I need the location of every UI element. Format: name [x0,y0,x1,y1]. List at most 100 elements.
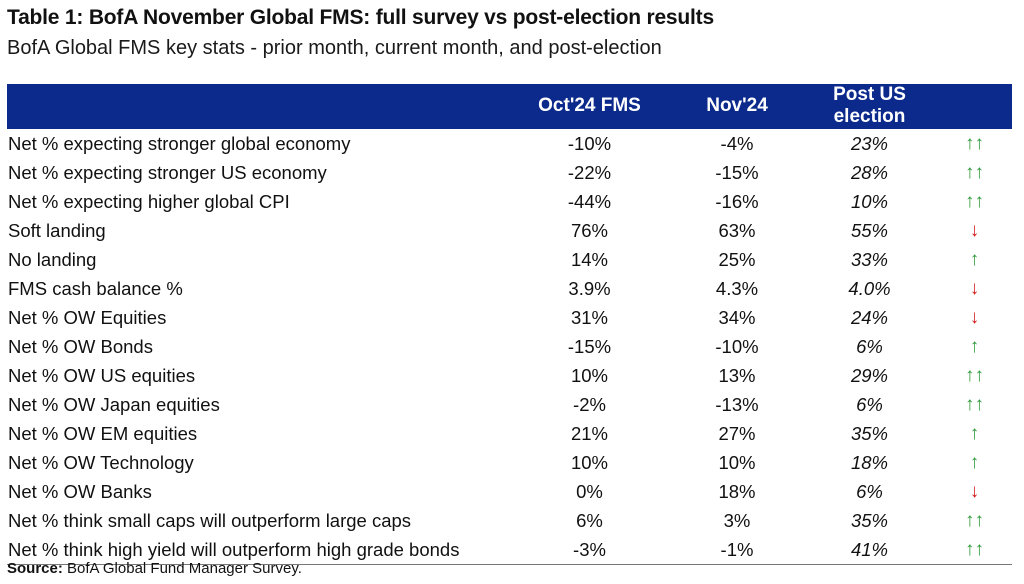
row-label: Net % OW Equities [8,306,167,328]
oct-fms-value: 21% [570,422,609,444]
row-label: FMS cash balance % [8,277,183,299]
header-arrow [937,84,1012,129]
row-label: Net % think high yield will outperform h… [7,535,507,565]
post-election-value: 23% [850,132,889,154]
source-label: Source: [7,560,63,577]
arrow-up-icon: ↑ [969,335,980,357]
post-election-value: 33% [850,248,889,270]
post-election-value: 4.0% [848,277,891,299]
table-row: Net % OW Banks 0% 18% 6% ↓ [7,477,1012,506]
source-text: BofA Global Fund Manager Survey. [67,560,302,577]
nov-value: -16% [715,190,759,212]
double-arrow-up-icon: ↑↑ [965,509,984,531]
post-election-value: 35% [850,422,889,444]
double-arrow-up-icon: ↑↑ [965,161,984,183]
row-label: No landing [8,248,97,270]
oct-fms-value: -44% [567,190,612,212]
nov-value: 63% [718,219,756,241]
row-label: Net % expecting stronger US economy [8,161,327,183]
nov-value: -1% [672,535,802,565]
post-election-value: 29% [850,364,889,386]
nov-value: 13% [718,364,756,386]
nov-value: -15% [715,161,759,183]
table-row: Net % OW Japan equities -2% -13% 6% ↑↑ [7,390,1012,419]
table-header-row: Oct'24 FMS Nov'24 Post US election [7,84,1012,129]
table-row: Soft landing 76% 63% 55% ↓ [7,216,1012,245]
row-label: Net % expecting stronger global economy [8,132,351,154]
table-row: Net % OW Equities 31% 34% 24% ↓ [7,303,1012,332]
table-body: Net % expecting stronger global economy -… [7,129,1012,565]
source-note: Source: BofA Global Fund Manager Survey. [7,560,302,577]
header-post-election: Post US election [802,84,937,129]
oct-fms-value: 3.9% [568,277,611,299]
nov-value: 25% [718,248,756,270]
table-row: Net % OW Bonds -15% -10% 6% ↑ [7,332,1012,361]
double-arrow-up-icon: ↑↑ [937,535,1012,565]
oct-fms-value: -10% [567,132,612,154]
post-election-value: 24% [850,306,889,328]
post-election-value: 10% [850,190,889,212]
fms-stats-table: Oct'24 FMS Nov'24 Post US election Net %… [7,84,1012,565]
double-arrow-up-icon: ↑↑ [965,190,984,212]
double-arrow-up-icon: ↑↑ [965,132,984,154]
post-election-value: 35% [850,509,889,531]
oct-fms-value: -22% [567,161,612,183]
oct-fms-value: 0% [576,480,603,502]
nov-value: 34% [718,306,756,328]
oct-fms-value: 31% [570,306,609,328]
nov-value: 27% [718,422,756,444]
nov-value: -4% [720,132,754,154]
post-election-value: 6% [856,480,883,502]
row-label: Soft landing [8,219,106,241]
arrow-up-icon: ↑ [969,451,980,473]
arrow-down-icon: ↓ [969,219,980,241]
post-election-value: 28% [850,161,889,183]
arrow-down-icon: ↓ [969,277,980,299]
nov-value: -13% [715,393,759,415]
nov-value: 18% [718,480,756,502]
arrow-down-icon: ↓ [969,306,980,328]
oct-fms-value: 76% [570,219,609,241]
table-row: Net % think high yield will outperform h… [7,535,1012,565]
nov-value: 4.3% [715,277,759,299]
table-row: Net % think small caps will outperform l… [7,506,1012,535]
oct-fms-value: -2% [573,393,606,415]
post-election-value: 18% [850,451,889,473]
nov-value: 10% [718,451,756,473]
table-row: Net % expecting stronger global economy -… [7,129,1012,159]
oct-fms-value: -3% [507,535,672,565]
post-election-value: 55% [850,219,889,241]
table-row: Net % OW Technology 10% 10% 18% ↑ [7,448,1012,477]
table-row: Net % OW US equities 10% 13% 29% ↑↑ [7,361,1012,390]
row-label: Net % OW US equities [8,364,196,386]
row-label: Net % OW Japan equities [8,393,220,415]
oct-fms-value: -15% [567,335,612,357]
oct-fms-value: 10% [570,364,609,386]
oct-fms-value: 14% [570,248,609,270]
arrow-up-icon: ↑ [969,248,980,270]
header-oct-fms: Oct'24 FMS [507,84,672,129]
arrow-down-icon: ↓ [969,480,980,502]
arrow-up-icon: ↑ [969,422,980,444]
table-row: Net % expecting higher global CPI -44% -16… [7,187,1012,216]
nov-value: 3% [723,509,751,531]
row-label: Net % think small caps will outperform l… [8,509,412,531]
post-election-value: 6% [856,393,883,415]
row-label: Net % OW Banks [8,480,152,502]
double-arrow-up-icon: ↑↑ [965,393,984,415]
table-row: Net % expecting stronger US economy -22% -… [7,158,1012,187]
oct-fms-value: 6% [576,509,603,531]
row-label: Net % OW Technology [8,451,194,473]
double-arrow-up-icon: ↑↑ [965,364,984,386]
table-row: Net % OW EM equities 21% 27% 35% ↑ [7,419,1012,448]
table-title: Table 1: BofA November Global FMS: full … [7,6,714,29]
nov-value: -10% [715,335,759,357]
header-label [7,84,507,129]
row-label: Net % OW EM equities [8,422,198,444]
post-election-value: 41% [802,535,937,565]
row-label: Net % expecting higher global CPI [8,190,290,212]
table-row: No landing 14% 25% 33% ↑ [7,245,1012,274]
row-label: Net % OW Bonds [8,335,153,357]
oct-fms-value: 10% [570,451,609,473]
